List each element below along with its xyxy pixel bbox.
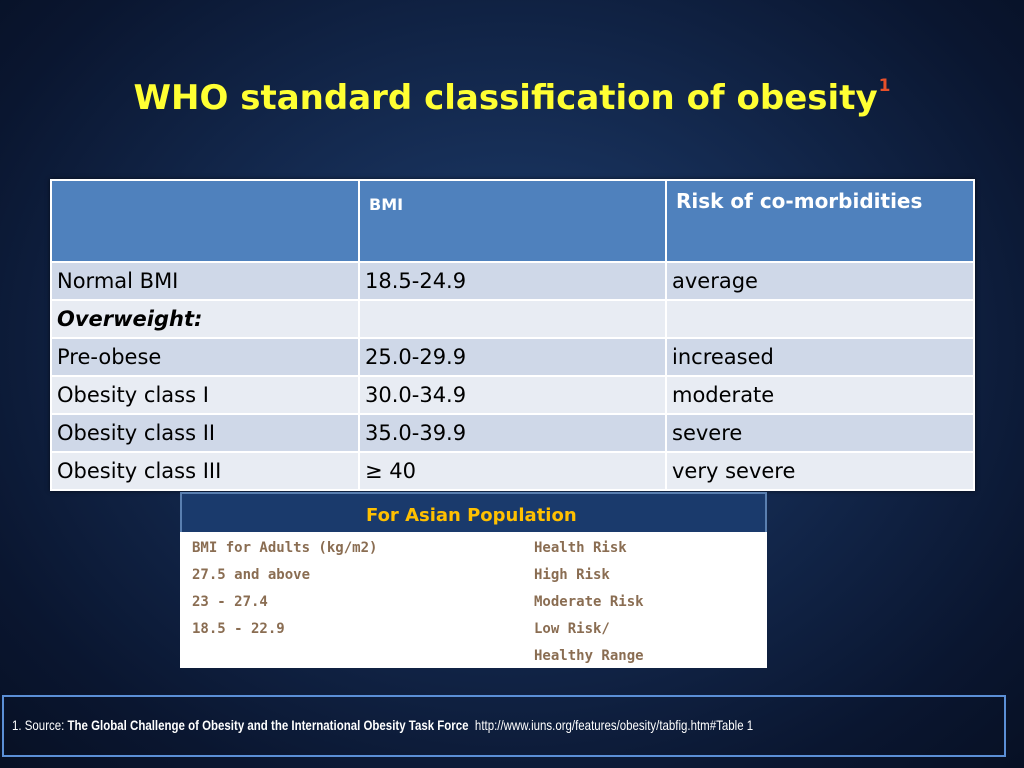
row-label: Pre-obese <box>50 337 360 377</box>
asian-heading: For Asian Population <box>366 505 577 526</box>
list-item: BMI for Adults (kg/m2) Health Risk <box>192 540 627 556</box>
list-item: 27.5 and above High Risk <box>192 567 610 583</box>
row-risk: very severe <box>665 451 975 491</box>
row-bmi: 25.0-29.9 <box>358 337 667 377</box>
table-row: Obesity class II 35.0-39.9 severe <box>50 413 975 453</box>
row-label: Overweight: <box>50 299 360 339</box>
row-risk: severe <box>665 413 975 453</box>
asian-population-box: For Asian Population BMI for Adults (kg/… <box>180 492 767 668</box>
table-row: Obesity class III ≥ 40 very severe <box>50 451 975 491</box>
row-label: Obesity class I <box>50 375 360 415</box>
header-bmi: BMI <box>358 179 667 263</box>
footnote-source-title: The Global Challenge of Obesity and the … <box>67 717 469 733</box>
row-bmi <box>358 299 667 339</box>
asian-health-risk: Low Risk/ <box>534 621 610 637</box>
footnote-prefix: 1. Source: <box>12 717 68 733</box>
row-risk: increased <box>665 337 975 377</box>
asian-bmi-range: 23 - 27.4 <box>192 594 268 610</box>
table-row: Pre-obese 25.0-29.9 increased <box>50 337 975 377</box>
asian-health-risk: Healthy Range <box>534 648 644 664</box>
header-risk: Risk of co-morbidities <box>665 179 975 263</box>
footnote-url: http://www.iuns.org/features/obesity/tab… <box>474 717 754 733</box>
list-item: 18.5 - 22.9 Low Risk/ <box>192 621 610 637</box>
asian-heading-bar: For Asian Population <box>180 492 767 532</box>
title-footnote-marker: 1 <box>878 76 891 96</box>
asian-bmi-range: BMI for Adults (kg/m2) <box>192 540 378 556</box>
table-header-row: BMI Risk of co-morbidities <box>50 179 975 263</box>
row-risk: average <box>665 261 975 301</box>
footnote-box: 1. Source: The Global Challenge of Obesi… <box>2 695 1006 757</box>
row-bmi: 35.0-39.9 <box>358 413 667 453</box>
list-item: 23 - 27.4 Moderate Risk <box>192 594 644 610</box>
table-row: Overweight: <box>50 299 975 339</box>
asian-bmi-range: 27.5 and above <box>192 567 311 583</box>
row-label: Obesity class II <box>50 413 360 453</box>
footnote-text: 1. Source: The Global Challenge of Obesi… <box>12 717 753 733</box>
row-bmi: ≥ 40 <box>358 451 667 491</box>
slide-title: WHO standard classification of obesity1 <box>0 76 1024 118</box>
title-text: WHO standard classification of obesity <box>133 78 878 118</box>
asian-health-risk: High Risk <box>534 567 610 583</box>
row-risk: moderate <box>665 375 975 415</box>
asian-bmi-table: BMI for Adults (kg/m2) Health Risk 27.5 … <box>180 532 767 668</box>
row-risk <box>665 299 975 339</box>
table-row: Normal BMI 18.5-24.9 average <box>50 261 975 301</box>
row-bmi: 30.0-34.9 <box>358 375 667 415</box>
asian-bmi-range: 18.5 - 22.9 <box>192 621 285 637</box>
row-bmi: 18.5-24.9 <box>358 261 667 301</box>
who-classification-table: BMI Risk of co-morbidities Normal BMI 18… <box>50 179 975 491</box>
row-label: Obesity class III <box>50 451 360 491</box>
table-row: Obesity class I 30.0-34.9 moderate <box>50 375 975 415</box>
asian-health-risk: Health Risk <box>534 540 627 556</box>
row-label: Normal BMI <box>50 261 360 301</box>
asian-health-risk: Moderate Risk <box>534 594 644 610</box>
header-category <box>50 179 360 263</box>
